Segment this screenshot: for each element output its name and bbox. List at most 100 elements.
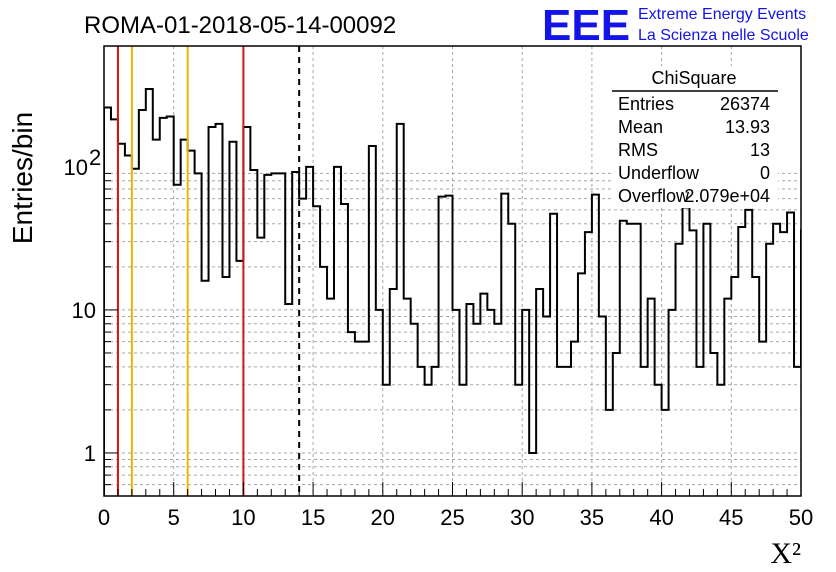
histogram-bin (459, 385, 466, 496)
histogram-bin (425, 385, 432, 496)
histogram-outline (104, 88, 801, 496)
stats-value-rms: 13 (750, 140, 770, 160)
histogram-bin (564, 367, 571, 496)
x-tick-label: 50 (789, 505, 813, 530)
histogram-bin (662, 410, 669, 496)
histogram-bin (703, 224, 710, 496)
histogram-bin (243, 127, 250, 496)
histogram-bin (209, 127, 216, 496)
histogram-bin (153, 140, 160, 496)
histogram-bin (362, 342, 369, 496)
histogram-bin (376, 310, 383, 496)
x-tick-label: 40 (649, 505, 673, 530)
histogram-bin (125, 156, 132, 496)
histogram-bin (578, 273, 585, 496)
histogram-bin (780, 232, 787, 496)
histogram-bin (160, 118, 167, 496)
histogram-bin (292, 172, 299, 496)
histogram-bin (543, 316, 550, 496)
histogram-bin (334, 167, 341, 496)
histogram-bin (383, 385, 390, 496)
histogram-bin (341, 204, 348, 496)
histogram-bin (167, 117, 174, 496)
histogram-bin (731, 277, 738, 496)
logo-mark: EEE (542, 1, 630, 50)
histogram-series (104, 88, 836, 496)
histogram-bin (104, 108, 111, 496)
logo-line-2: La Scienza nelle Scuole (638, 27, 809, 44)
histogram-bin (174, 185, 181, 496)
histogram-bin (222, 277, 229, 496)
histogram-bin (536, 289, 543, 496)
y-tick-label: 1 (84, 441, 96, 466)
histogram-bin (202, 281, 209, 496)
histogram-bin (571, 342, 578, 496)
stats-value-underflow: 0 (760, 163, 770, 183)
histogram-bin (683, 207, 690, 496)
histogram-bin (745, 210, 752, 496)
histogram-bin (655, 385, 662, 496)
histogram-bin (508, 224, 515, 496)
histogram-bin (808, 230, 815, 496)
histogram-bin (236, 261, 243, 496)
histogram-bin (620, 221, 627, 496)
histogram-bin (257, 238, 264, 496)
histogram-bin (599, 316, 606, 496)
histogram-bin (773, 224, 780, 496)
x-tick-label: 0 (98, 505, 110, 530)
stats-label-underflow: Underflow (618, 163, 700, 183)
x-tick-label: 5 (168, 505, 180, 530)
stats-value-mean: 13.93 (725, 117, 770, 137)
histogram-bin (111, 119, 118, 496)
histogram-bin (132, 169, 139, 496)
logo-line-1: Extreme Energy Events (638, 6, 806, 23)
histogram-bin (689, 230, 696, 496)
stats-label-rms: RMS (618, 140, 658, 160)
histogram-bin (466, 304, 473, 496)
histogram-bin (432, 367, 439, 496)
histogram-bin (299, 199, 306, 496)
reference-lines (116, 46, 301, 496)
histogram-bin (118, 144, 125, 496)
stats-value-entries: 26374 (720, 94, 770, 114)
histogram-bin (515, 385, 522, 496)
stats-value-overflow: 2.079e+04 (684, 186, 770, 206)
histogram-bin (446, 196, 453, 496)
x-tick-label: 10 (231, 505, 255, 530)
stats-box: ChiSquare Entries 26374 Mean 13.93 RMS 1… (612, 66, 778, 208)
stats-label-entries: Entries (618, 94, 674, 114)
histogram-bin (397, 124, 404, 496)
histogram-bin (592, 195, 599, 496)
histogram-bin (418, 367, 425, 496)
histogram-bin (529, 453, 536, 496)
histogram-bin (738, 227, 745, 496)
histogram-bin (634, 224, 641, 496)
x-tick-label: 25 (440, 505, 464, 530)
histogram-bin (585, 232, 592, 496)
histogram-bin (439, 197, 446, 496)
histogram-bin (676, 244, 683, 496)
histogram-bin (411, 324, 418, 496)
histogram-bin (717, 385, 724, 496)
x-tick-label: 20 (371, 505, 395, 530)
histogram-bin (355, 342, 362, 496)
histogram-bin (759, 342, 766, 496)
y-axis-label: Entries/bin (7, 112, 38, 244)
histogram-bin (627, 224, 634, 496)
histogram-bin (613, 353, 620, 496)
stats-title: ChiSquare (651, 68, 736, 88)
histogram-bin (229, 142, 236, 496)
y-tick-label: 10 (64, 155, 88, 180)
histogram-bin (271, 173, 278, 496)
run-title: ROMA-01-2018-05-14-00092 (84, 12, 396, 39)
eee-logo: EEE Extreme Energy Events La Scienza nel… (542, 1, 809, 50)
histogram-bin (278, 173, 285, 496)
histogram-bin (829, 310, 836, 496)
y-tick-label: 10 (72, 298, 96, 323)
histogram-bin (453, 310, 460, 496)
histogram-bin (146, 89, 153, 496)
histogram-bin (139, 110, 146, 496)
histogram-bin (794, 367, 801, 496)
histogram-bin (188, 151, 195, 496)
